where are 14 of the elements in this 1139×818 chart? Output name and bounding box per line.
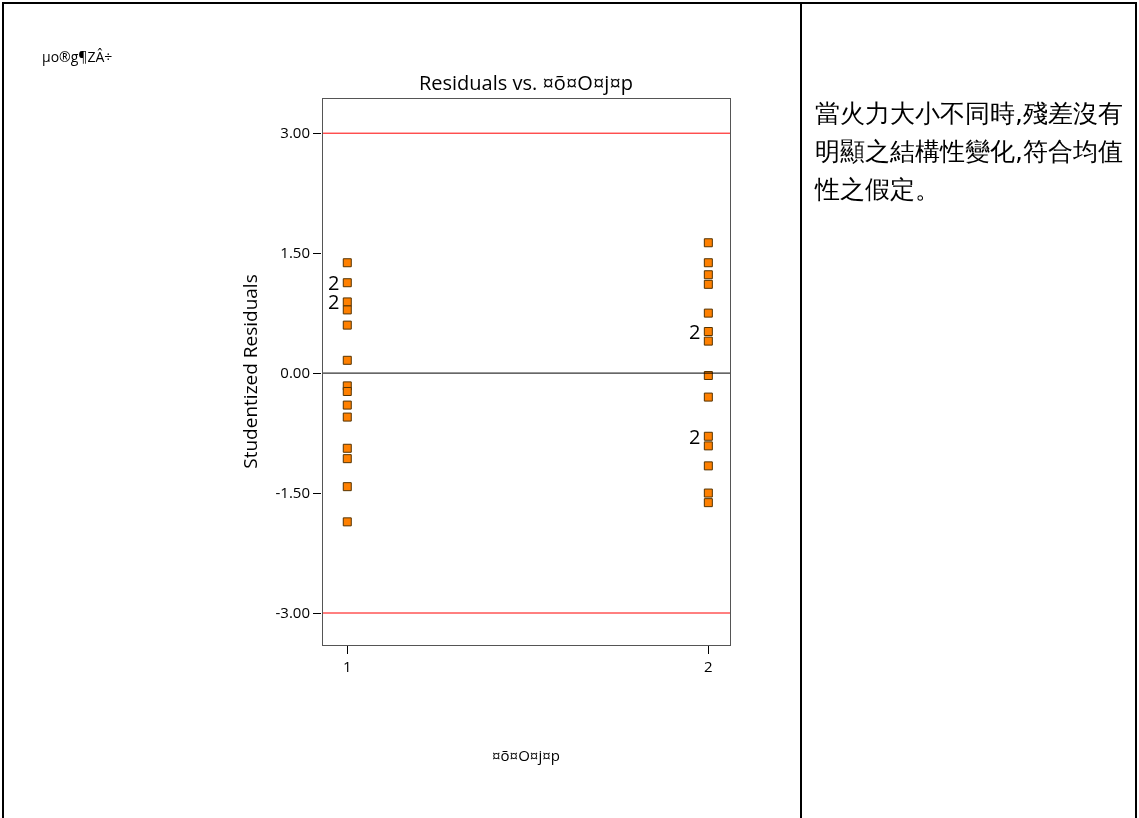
x-tick-label: 1 <box>342 656 352 676</box>
y-tick-label: 0.00 <box>280 362 310 383</box>
y-tick-label: 3.00 <box>280 122 310 143</box>
y-axis-title: Studentized Residuals <box>237 274 264 469</box>
y-tick-label: -1.50 <box>275 482 310 503</box>
y-tick-label: -3.00 <box>275 602 310 623</box>
annotation: 2 <box>689 318 701 345</box>
annotation: 當火力大小不同時,殘差沒有明顯之結構性變化,符合均值性之假定。 <box>815 98 1124 206</box>
y-tick-label: 1.50 <box>280 242 310 263</box>
text: µo®g¶ZÂ÷ <box>42 47 113 66</box>
x-axis-title: ¤õ¤O¤j¤p <box>492 745 560 765</box>
annotation: 2 <box>689 423 701 450</box>
annotation: 2 <box>328 269 340 296</box>
chart-title: Residuals vs. ¤õ¤O¤j¤p <box>418 68 634 96</box>
